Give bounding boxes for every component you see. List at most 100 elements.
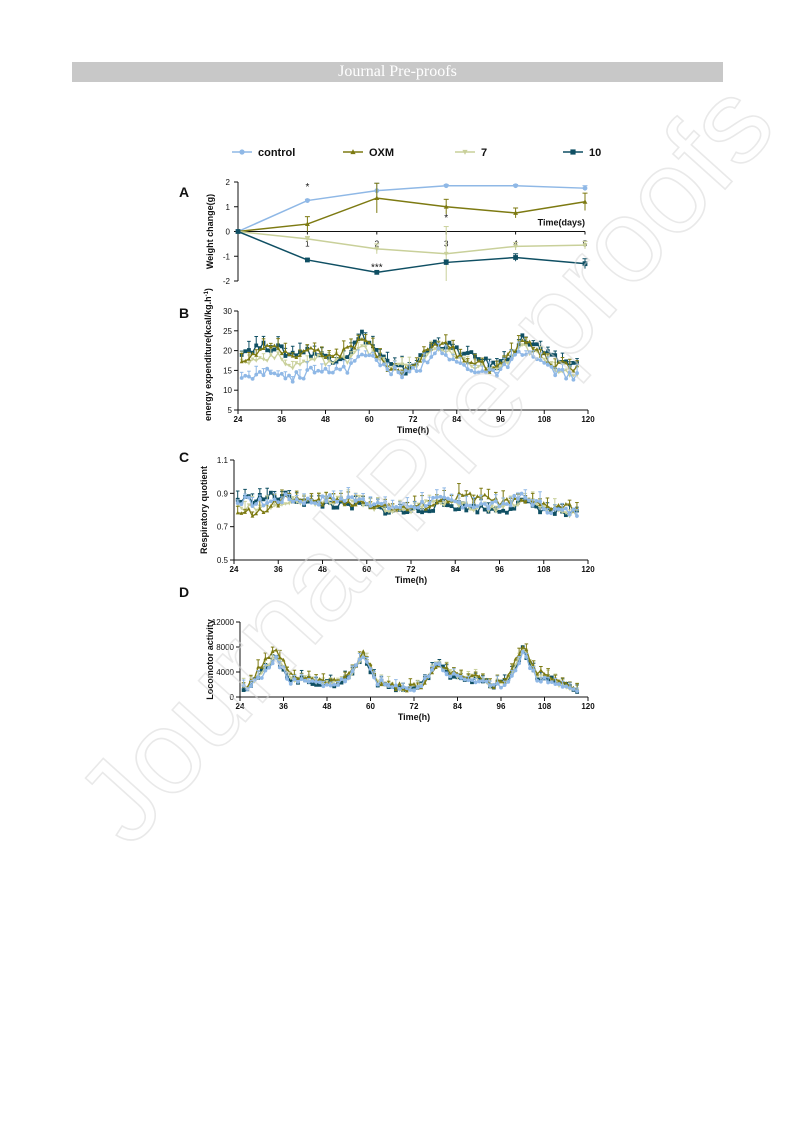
data-point <box>520 645 525 649</box>
data-point <box>368 670 373 675</box>
data-point <box>272 497 277 502</box>
series-line <box>237 230 586 274</box>
x-axis-label: Time(h) <box>398 712 430 722</box>
data-point <box>575 371 579 375</box>
data-point <box>564 376 569 381</box>
data-point <box>524 647 529 652</box>
data-point <box>564 360 569 365</box>
data-point <box>535 676 540 681</box>
data-point <box>575 689 580 694</box>
data-point <box>263 668 268 673</box>
data-point <box>283 502 288 506</box>
data-point <box>470 678 474 683</box>
journal-preproof-banner: Journal Pre-proofs <box>72 62 723 82</box>
data-point <box>383 509 388 514</box>
data-point <box>350 506 354 511</box>
data-point <box>294 361 299 365</box>
data-point <box>482 492 487 497</box>
data-point <box>506 673 511 677</box>
data-point <box>254 502 259 506</box>
data-point <box>239 506 244 511</box>
data-point <box>372 502 377 507</box>
data-point <box>403 365 408 370</box>
data-point <box>268 353 273 357</box>
data-point <box>346 676 351 680</box>
data-point <box>462 358 466 363</box>
data-point <box>385 367 390 372</box>
data-point <box>490 504 495 509</box>
data-point <box>520 333 525 338</box>
data-point <box>501 508 506 513</box>
data-point <box>323 355 328 359</box>
data-point <box>346 495 351 499</box>
data-point <box>553 682 558 687</box>
data-point <box>486 506 491 511</box>
legend-marker <box>239 149 245 155</box>
data-point <box>305 368 310 372</box>
data-point <box>370 344 375 349</box>
data-point <box>519 498 524 502</box>
x-tick-label: 36 <box>279 702 288 711</box>
significance-annotation: * <box>305 182 309 193</box>
data-point <box>423 508 428 513</box>
data-point <box>535 357 539 362</box>
x-tick-label: 108 <box>538 702 552 711</box>
data-point <box>575 514 579 518</box>
data-point <box>261 510 266 515</box>
data-point <box>335 497 340 501</box>
data-point <box>294 355 299 359</box>
data-point <box>363 338 368 342</box>
data-point <box>327 370 332 375</box>
data-point <box>257 347 262 351</box>
data-point <box>557 682 561 686</box>
y-axis-label: Weight change(g) <box>205 194 215 269</box>
data-point <box>254 508 259 513</box>
data-point <box>499 679 503 683</box>
data-point <box>283 492 288 497</box>
data-point <box>535 342 539 347</box>
data-point <box>433 661 438 666</box>
y-tick-label: 8000 <box>216 643 234 652</box>
data-point <box>254 499 259 504</box>
data-point <box>563 511 568 515</box>
data-point <box>476 364 481 369</box>
data-point <box>272 347 277 352</box>
data-point <box>265 343 270 347</box>
data-point <box>361 504 365 508</box>
data-point <box>332 682 337 687</box>
data-point <box>524 340 528 345</box>
data-point <box>534 502 539 507</box>
data-point <box>438 498 443 503</box>
data-point <box>524 352 528 357</box>
data-point <box>571 360 576 365</box>
data-point <box>259 676 264 680</box>
data-point <box>379 682 384 687</box>
legend-item-7: 7 <box>455 147 487 159</box>
data-point <box>542 350 547 355</box>
data-point <box>239 502 244 507</box>
data-point <box>288 682 293 686</box>
data-point <box>560 684 565 689</box>
data-point <box>502 362 507 367</box>
data-point <box>352 340 357 345</box>
data-point <box>516 503 520 508</box>
y-tick-label: 10 <box>223 386 232 395</box>
data-point <box>433 665 438 669</box>
panel-label-C: C <box>179 449 189 465</box>
data-point <box>527 339 532 344</box>
y-axis-label: Locomotor activity <box>205 619 215 700</box>
data-point <box>564 684 569 689</box>
data-point <box>323 363 328 368</box>
data-point <box>246 506 251 511</box>
data-point <box>490 506 495 511</box>
data-point <box>261 373 266 378</box>
data-point <box>497 504 502 509</box>
data-point <box>549 680 554 685</box>
x-tick-label: 96 <box>496 415 505 424</box>
data-point <box>334 359 339 364</box>
data-point <box>466 678 471 683</box>
data-point <box>427 504 432 509</box>
data-point <box>432 351 437 356</box>
data-point <box>257 356 262 360</box>
